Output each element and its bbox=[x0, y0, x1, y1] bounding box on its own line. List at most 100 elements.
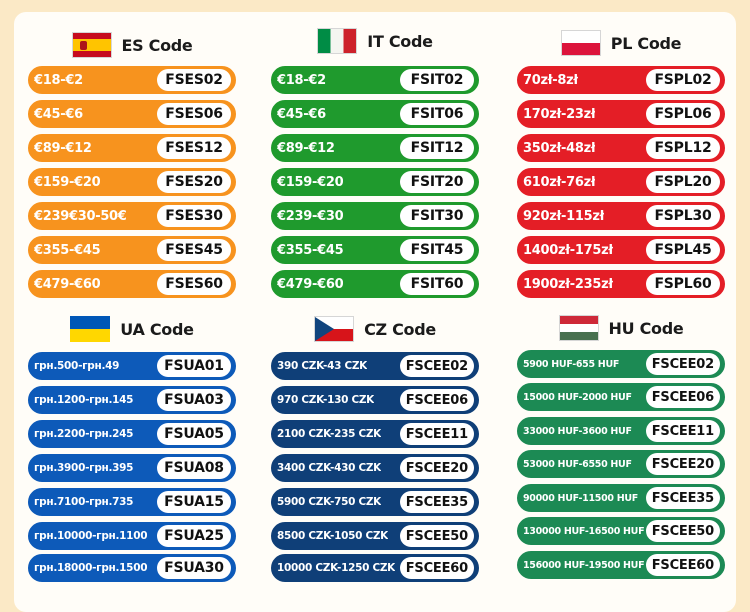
price-range: 10000 CZK-1250 CZK bbox=[277, 562, 396, 574]
list-item[interactable]: 390 CZK-43 CZK FSCEE02 bbox=[271, 352, 479, 380]
spain-flag-icon bbox=[71, 32, 112, 58]
coupon-code[interactable]: FSCEE50 bbox=[399, 525, 474, 547]
list-item[interactable]: 170zł-23zł FSPL06 bbox=[517, 100, 725, 128]
list-item[interactable]: 1400zł-175zł FSPL45 bbox=[517, 236, 725, 264]
coupon-code[interactable]: FSIT02 bbox=[400, 69, 474, 91]
cz-header: CZ Code bbox=[271, 314, 479, 344]
list-item[interactable]: €159-€20 FSES20 bbox=[28, 168, 236, 196]
list-item[interactable]: €45-€6 FSIT06 bbox=[271, 100, 479, 128]
coupon-code[interactable]: FSPL45 bbox=[646, 239, 720, 261]
list-item[interactable]: грн.7100-грн.735 FSUA15 bbox=[28, 488, 236, 516]
list-item[interactable]: €45-€6 FSES06 bbox=[28, 100, 236, 128]
list-item[interactable]: €18-€2 FSES02 bbox=[28, 66, 236, 94]
list-item[interactable]: 156000 HUF-19500 HUF FSCEE60 bbox=[517, 551, 725, 579]
price-range: €45-€6 bbox=[34, 106, 83, 122]
coupon-code[interactable]: FSUA25 bbox=[157, 525, 231, 547]
coupon-code[interactable]: FSCEE35 bbox=[645, 487, 720, 509]
coupon-code[interactable]: FSUA03 bbox=[157, 389, 231, 411]
list-item[interactable]: 5900 HUF-655 HUF FSCEE02 bbox=[517, 350, 725, 378]
coupon-code[interactable]: FSUA08 bbox=[157, 457, 231, 479]
list-item[interactable]: €239-€30 FSIT30 bbox=[271, 202, 479, 230]
list-item[interactable]: €479-€60 FSIT60 bbox=[271, 270, 479, 298]
list-item[interactable]: грн.18000-грн.1500 FSUA30 bbox=[28, 554, 236, 582]
list-item[interactable]: грн.10000-грн.1100 FSUA25 bbox=[28, 522, 236, 550]
list-item[interactable]: 2100 CZK-235 CZK FSCEE11 bbox=[271, 420, 479, 448]
list-item[interactable]: 5900 CZK-750 CZK FSCEE35 bbox=[271, 488, 479, 516]
list-item[interactable]: 33000 HUF-3600 HUF FSCEE11 bbox=[517, 417, 725, 445]
ua-header: UA Code bbox=[28, 314, 236, 344]
coupon-code[interactable]: FSES30 bbox=[157, 205, 231, 227]
coupon-code[interactable]: FSPL60 bbox=[646, 273, 720, 295]
coupon-code[interactable]: FSIT45 bbox=[400, 239, 474, 261]
coupon-code[interactable]: FSUA30 bbox=[157, 557, 231, 579]
coupon-code[interactable]: FSCEE06 bbox=[399, 389, 474, 411]
list-item[interactable]: €239€30-50€ FSES30 bbox=[28, 202, 236, 230]
price-range: 5900 CZK-750 CZK bbox=[277, 496, 382, 508]
coupon-code[interactable]: FSES20 bbox=[157, 171, 231, 193]
price-range: 15000 HUF-2000 HUF bbox=[523, 391, 632, 403]
coupon-code[interactable]: FSES12 bbox=[157, 137, 231, 159]
coupon-code[interactable]: FSUA15 bbox=[157, 491, 231, 513]
coupon-code[interactable]: FSCEE06 bbox=[645, 386, 720, 408]
coupon-code[interactable]: FSES60 bbox=[157, 273, 231, 295]
list-item[interactable]: 920zł-115zł FSPL30 bbox=[517, 202, 725, 230]
list-item[interactable]: €18-€2 FSIT02 bbox=[271, 66, 479, 94]
coupon-code[interactable]: FSCEE60 bbox=[645, 554, 720, 576]
list-item[interactable]: 610zł-76zł FSPL20 bbox=[517, 168, 725, 196]
coupon-code[interactable]: FSES45 bbox=[157, 239, 231, 261]
price-range: €479-€60 bbox=[277, 276, 344, 292]
coupon-code[interactable]: FSCEE60 bbox=[399, 557, 474, 579]
pl-header: PL Code bbox=[517, 28, 725, 58]
coupon-code[interactable]: FSCEE11 bbox=[399, 423, 474, 445]
coupon-code[interactable]: FSIT06 bbox=[400, 103, 474, 125]
coupon-code[interactable]: FSCEE02 bbox=[645, 353, 720, 375]
coupon-code[interactable]: FSCEE35 bbox=[399, 491, 474, 513]
coupon-code[interactable]: FSPL12 bbox=[646, 137, 720, 159]
list-item[interactable]: 350zł-48zł FSPL12 bbox=[517, 134, 725, 162]
list-item[interactable]: 970 CZK-130 CZK FSCEE06 bbox=[271, 386, 479, 414]
list-item[interactable]: €89-€12 FSIT12 bbox=[271, 134, 479, 162]
cz-title: CZ Code bbox=[364, 319, 436, 339]
list-item[interactable]: грн.1200-грн.145 FSUA03 bbox=[28, 386, 236, 414]
list-item[interactable]: 53000 HUF-6550 HUF FSCEE20 bbox=[517, 450, 725, 478]
coupon-code[interactable]: FSES02 bbox=[157, 69, 231, 91]
czech-flag-icon bbox=[314, 316, 355, 342]
coupon-code[interactable]: FSCEE02 bbox=[399, 355, 474, 377]
coupon-code[interactable]: FSES06 bbox=[157, 103, 231, 125]
list-item[interactable]: €355-€45 FSES45 bbox=[28, 236, 236, 264]
price-range: €18-€2 bbox=[34, 72, 83, 88]
list-item[interactable]: 1900zł-235zł FSPL60 bbox=[517, 270, 725, 298]
coupon-code[interactable]: FSCEE50 bbox=[645, 520, 720, 542]
list-item[interactable]: €355-€45 FSIT45 bbox=[271, 236, 479, 264]
list-item[interactable]: 3400 CZK-430 CZK FSCEE20 bbox=[271, 454, 479, 482]
coupon-code[interactable]: FSIT30 bbox=[400, 205, 474, 227]
price-range: 2100 CZK-235 CZK bbox=[277, 428, 382, 440]
coupon-code[interactable]: FSPL02 bbox=[646, 69, 720, 91]
list-item[interactable]: 90000 HUF-11500 HUF FSCEE35 bbox=[517, 484, 725, 512]
coupon-code[interactable]: FSIT60 bbox=[400, 273, 474, 295]
coupon-code[interactable]: FSCEE11 bbox=[645, 420, 720, 442]
list-item[interactable]: €479-€60 FSES60 bbox=[28, 270, 236, 298]
list-item[interactable]: 70zł-8zł FSPL02 bbox=[517, 66, 725, 94]
price-range: €45-€6 bbox=[277, 106, 326, 122]
coupon-code[interactable]: FSPL20 bbox=[646, 171, 720, 193]
list-item[interactable]: грн.3900-грн.395 FSUA08 bbox=[28, 454, 236, 482]
coupon-code[interactable]: FSIT12 bbox=[400, 137, 474, 159]
coupon-code[interactable]: FSCEE20 bbox=[399, 457, 474, 479]
list-item[interactable]: грн.500-грн.49 FSUA01 bbox=[28, 352, 236, 380]
list-item[interactable]: 8500 CZK-1050 CZK FSCEE50 bbox=[271, 522, 479, 550]
list-item[interactable]: 130000 HUF-16500 HUF FSCEE50 bbox=[517, 517, 725, 545]
list-item[interactable]: 15000 HUF-2000 HUF FSCEE06 bbox=[517, 383, 725, 411]
coupon-code[interactable]: FSPL30 bbox=[646, 205, 720, 227]
price-range: 53000 HUF-6550 HUF bbox=[523, 458, 632, 470]
list-item[interactable]: 10000 CZK-1250 CZK FSCEE60 bbox=[271, 554, 479, 582]
coupon-code[interactable]: FSPL06 bbox=[646, 103, 720, 125]
ua-title: UA Code bbox=[120, 319, 194, 339]
coupon-code[interactable]: FSUA01 bbox=[157, 355, 231, 377]
list-item[interactable]: грн.2200-грн.245 FSUA05 bbox=[28, 420, 236, 448]
list-item[interactable]: €89-€12 FSES12 bbox=[28, 134, 236, 162]
coupon-code[interactable]: FSIT20 bbox=[400, 171, 474, 193]
list-item[interactable]: €159-€20 FSIT20 bbox=[271, 168, 479, 196]
coupon-code[interactable]: FSUA05 bbox=[157, 423, 231, 445]
coupon-code[interactable]: FSCEE20 bbox=[645, 453, 720, 475]
